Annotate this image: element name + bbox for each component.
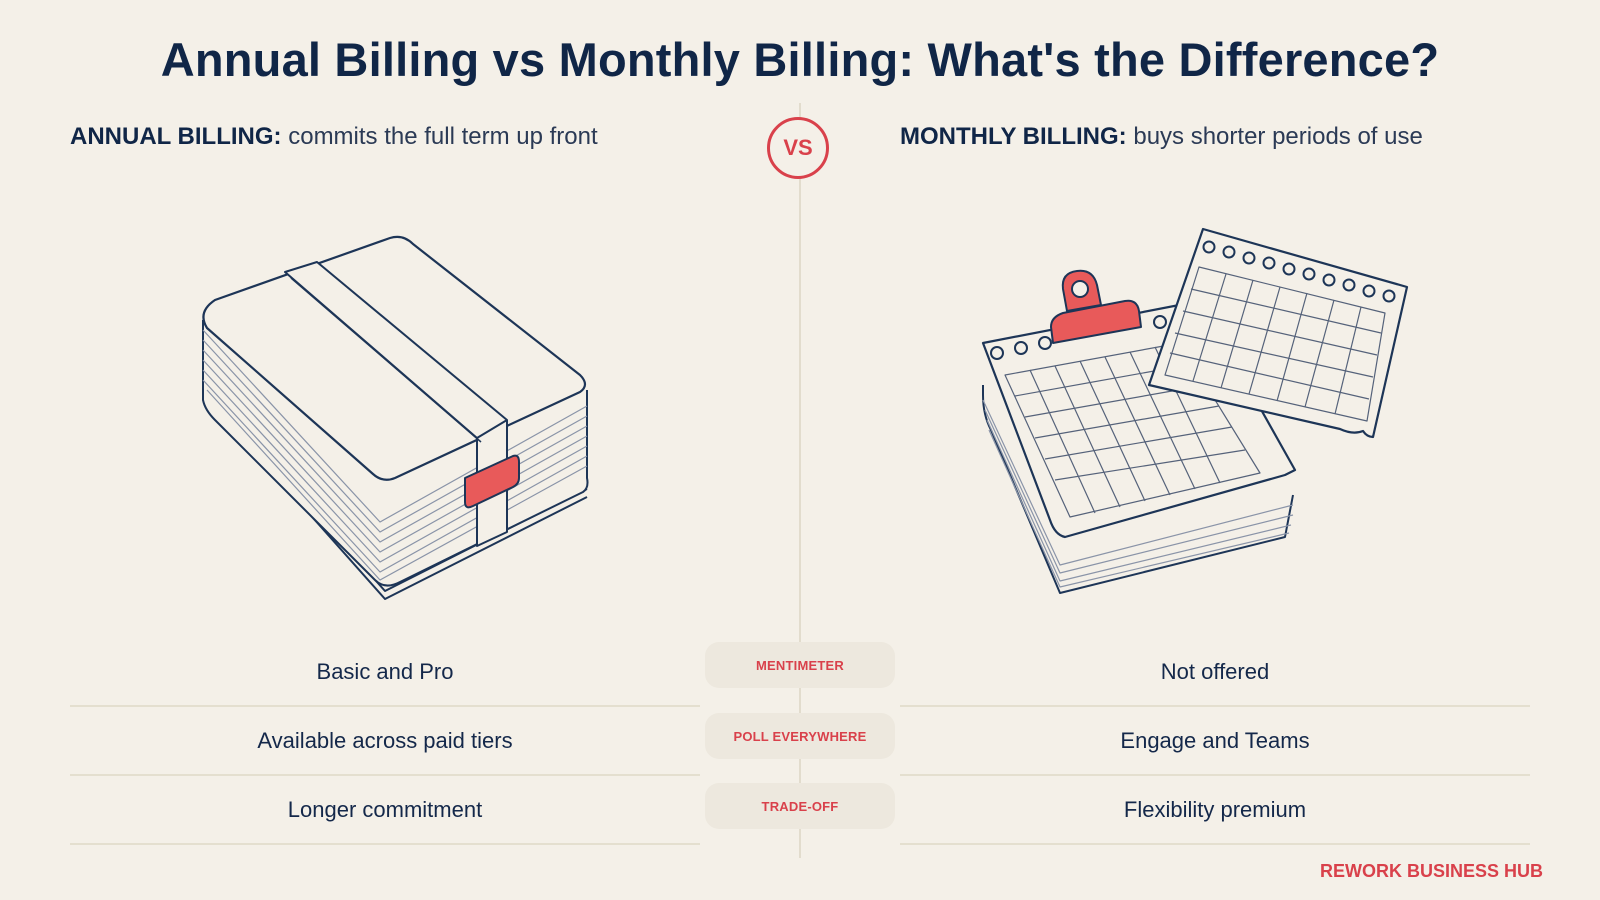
category-pill-poll-everywhere: POLL EVERYWHERE [705, 713, 895, 759]
annual-billing-label: ANNUAL BILLING: [70, 123, 282, 150]
annual-row-poll-everywhere: Available across paid tiers [70, 707, 700, 776]
vs-badge: VS [767, 117, 829, 179]
monthly-row-mentimeter: Not offered [900, 638, 1530, 707]
annual-row-mentimeter: Basic and Pro [70, 638, 700, 707]
monthly-billing-heading: MONTHLY BILLING: buys shorter periods of… [900, 123, 1423, 151]
category-pill-trade-off: TRADE-OFF [705, 783, 895, 829]
strapped-card-stack-icon [195, 230, 605, 605]
monthly-billing-description: buys shorter periods of use [1133, 123, 1423, 150]
annual-billing-description: commits the full term up front [288, 123, 598, 150]
calendar-pages-icon [975, 225, 1415, 610]
page-title: Annual Billing vs Monthly Billing: What'… [160, 33, 1440, 86]
monthly-row-poll-everywhere: Engage and Teams [900, 707, 1530, 776]
center-divider [799, 103, 801, 858]
annual-billing-heading: ANNUAL BILLING: commits the full term up… [70, 123, 598, 151]
brand-wordmark: REWORK BUSINESS HUB [1319, 861, 1543, 881]
annual-row-trade-off: Longer commitment [70, 776, 700, 845]
category-pill-mentimeter: MENTIMETER [705, 642, 895, 688]
monthly-billing-label: MONTHLY BILLING: [900, 123, 1127, 150]
monthly-row-trade-off: Flexibility premium [900, 776, 1530, 845]
vs-label: VS [783, 135, 813, 160]
